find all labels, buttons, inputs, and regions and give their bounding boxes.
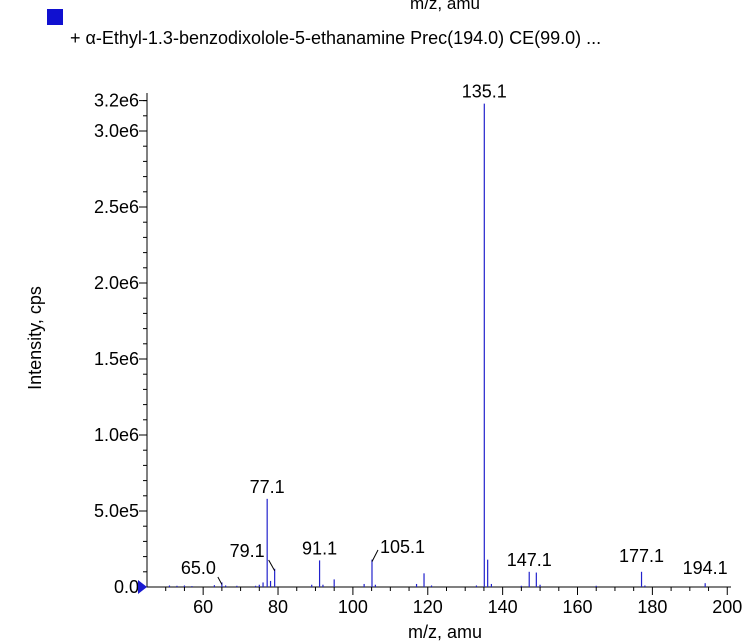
peak-label-leader — [372, 550, 378, 562]
y-axis-label: Intensity, cps — [25, 286, 45, 390]
peak-group — [169, 104, 705, 587]
peak-label: 177.1 — [619, 546, 664, 566]
x-tick-label: 140 — [488, 597, 518, 617]
x-axis-label: m/z, amu — [408, 622, 482, 642]
y-tick-label: 1.5e6 — [94, 349, 139, 369]
x-tick-label: 160 — [562, 597, 592, 617]
peak-label: 65.0 — [181, 558, 216, 578]
peak-label: 77.1 — [250, 477, 285, 497]
y-tick-label: 0.0 — [114, 577, 139, 597]
peak-label: 194.1 — [683, 558, 728, 578]
clipped-header-text: m/z, amu — [410, 0, 480, 13]
peak-label: 147.1 — [507, 550, 552, 570]
legend-label: + α-Ethyl-1.3-benzodixolole-5-ethanamine… — [70, 28, 601, 48]
x-tick-label: 200 — [712, 597, 742, 617]
y-tick-label: 3.2e6 — [94, 91, 139, 111]
x-minor-ticks — [166, 587, 709, 591]
x-tick-group: 60 80 100 120 140 160 180 200 — [193, 587, 742, 617]
y-minor-ticks — [143, 101, 147, 572]
peak-label: 105.1 — [380, 537, 425, 557]
peak-label: 91.1 — [302, 538, 337, 558]
y-tick-label: 2.0e6 — [94, 273, 139, 293]
x-tick-label: 60 — [193, 597, 213, 617]
zero-marker-triangle — [138, 580, 147, 594]
y-tick-label: 1.0e6 — [94, 425, 139, 445]
peak-label-group: 65.0 77.1 79.1 91.1 105.1 135.1 147.1 177.1 194.… — [181, 82, 728, 585]
y-tick-label: 5.0e5 — [94, 501, 139, 521]
y-tick-group: 0.0 5.0e5 1.0e6 1.5e6 2.0e6 2.5e6 3.0e6 3.2e6 — [94, 91, 147, 597]
x-tick-label: 120 — [413, 597, 443, 617]
y-tick-label: 3.0e6 — [94, 121, 139, 141]
y-tick-label: 2.5e6 — [94, 197, 139, 217]
peak-label: 135.1 — [462, 82, 507, 102]
legend-swatch — [47, 9, 63, 25]
peak-label: 79.1 — [230, 541, 265, 561]
peak-label-leader — [218, 577, 222, 584]
x-tick-label: 100 — [338, 597, 368, 617]
x-tick-label: 80 — [268, 597, 288, 617]
x-tick-label: 180 — [637, 597, 667, 617]
peak-label-leader — [269, 560, 275, 571]
